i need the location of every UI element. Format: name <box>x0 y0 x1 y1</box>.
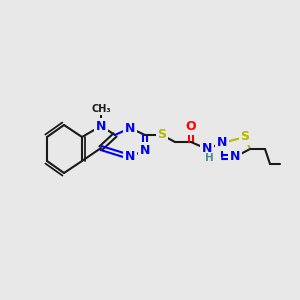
Text: N: N <box>230 151 240 164</box>
Text: H: H <box>205 153 213 163</box>
Text: CH₃: CH₃ <box>91 104 111 114</box>
Text: N: N <box>217 136 227 149</box>
Text: N: N <box>202 142 212 155</box>
Text: S: S <box>241 130 250 143</box>
Text: S: S <box>158 128 166 142</box>
Text: N: N <box>125 151 135 164</box>
Text: N: N <box>140 143 150 157</box>
Text: N: N <box>125 122 135 134</box>
Text: N: N <box>96 119 106 133</box>
Text: O: O <box>186 121 196 134</box>
